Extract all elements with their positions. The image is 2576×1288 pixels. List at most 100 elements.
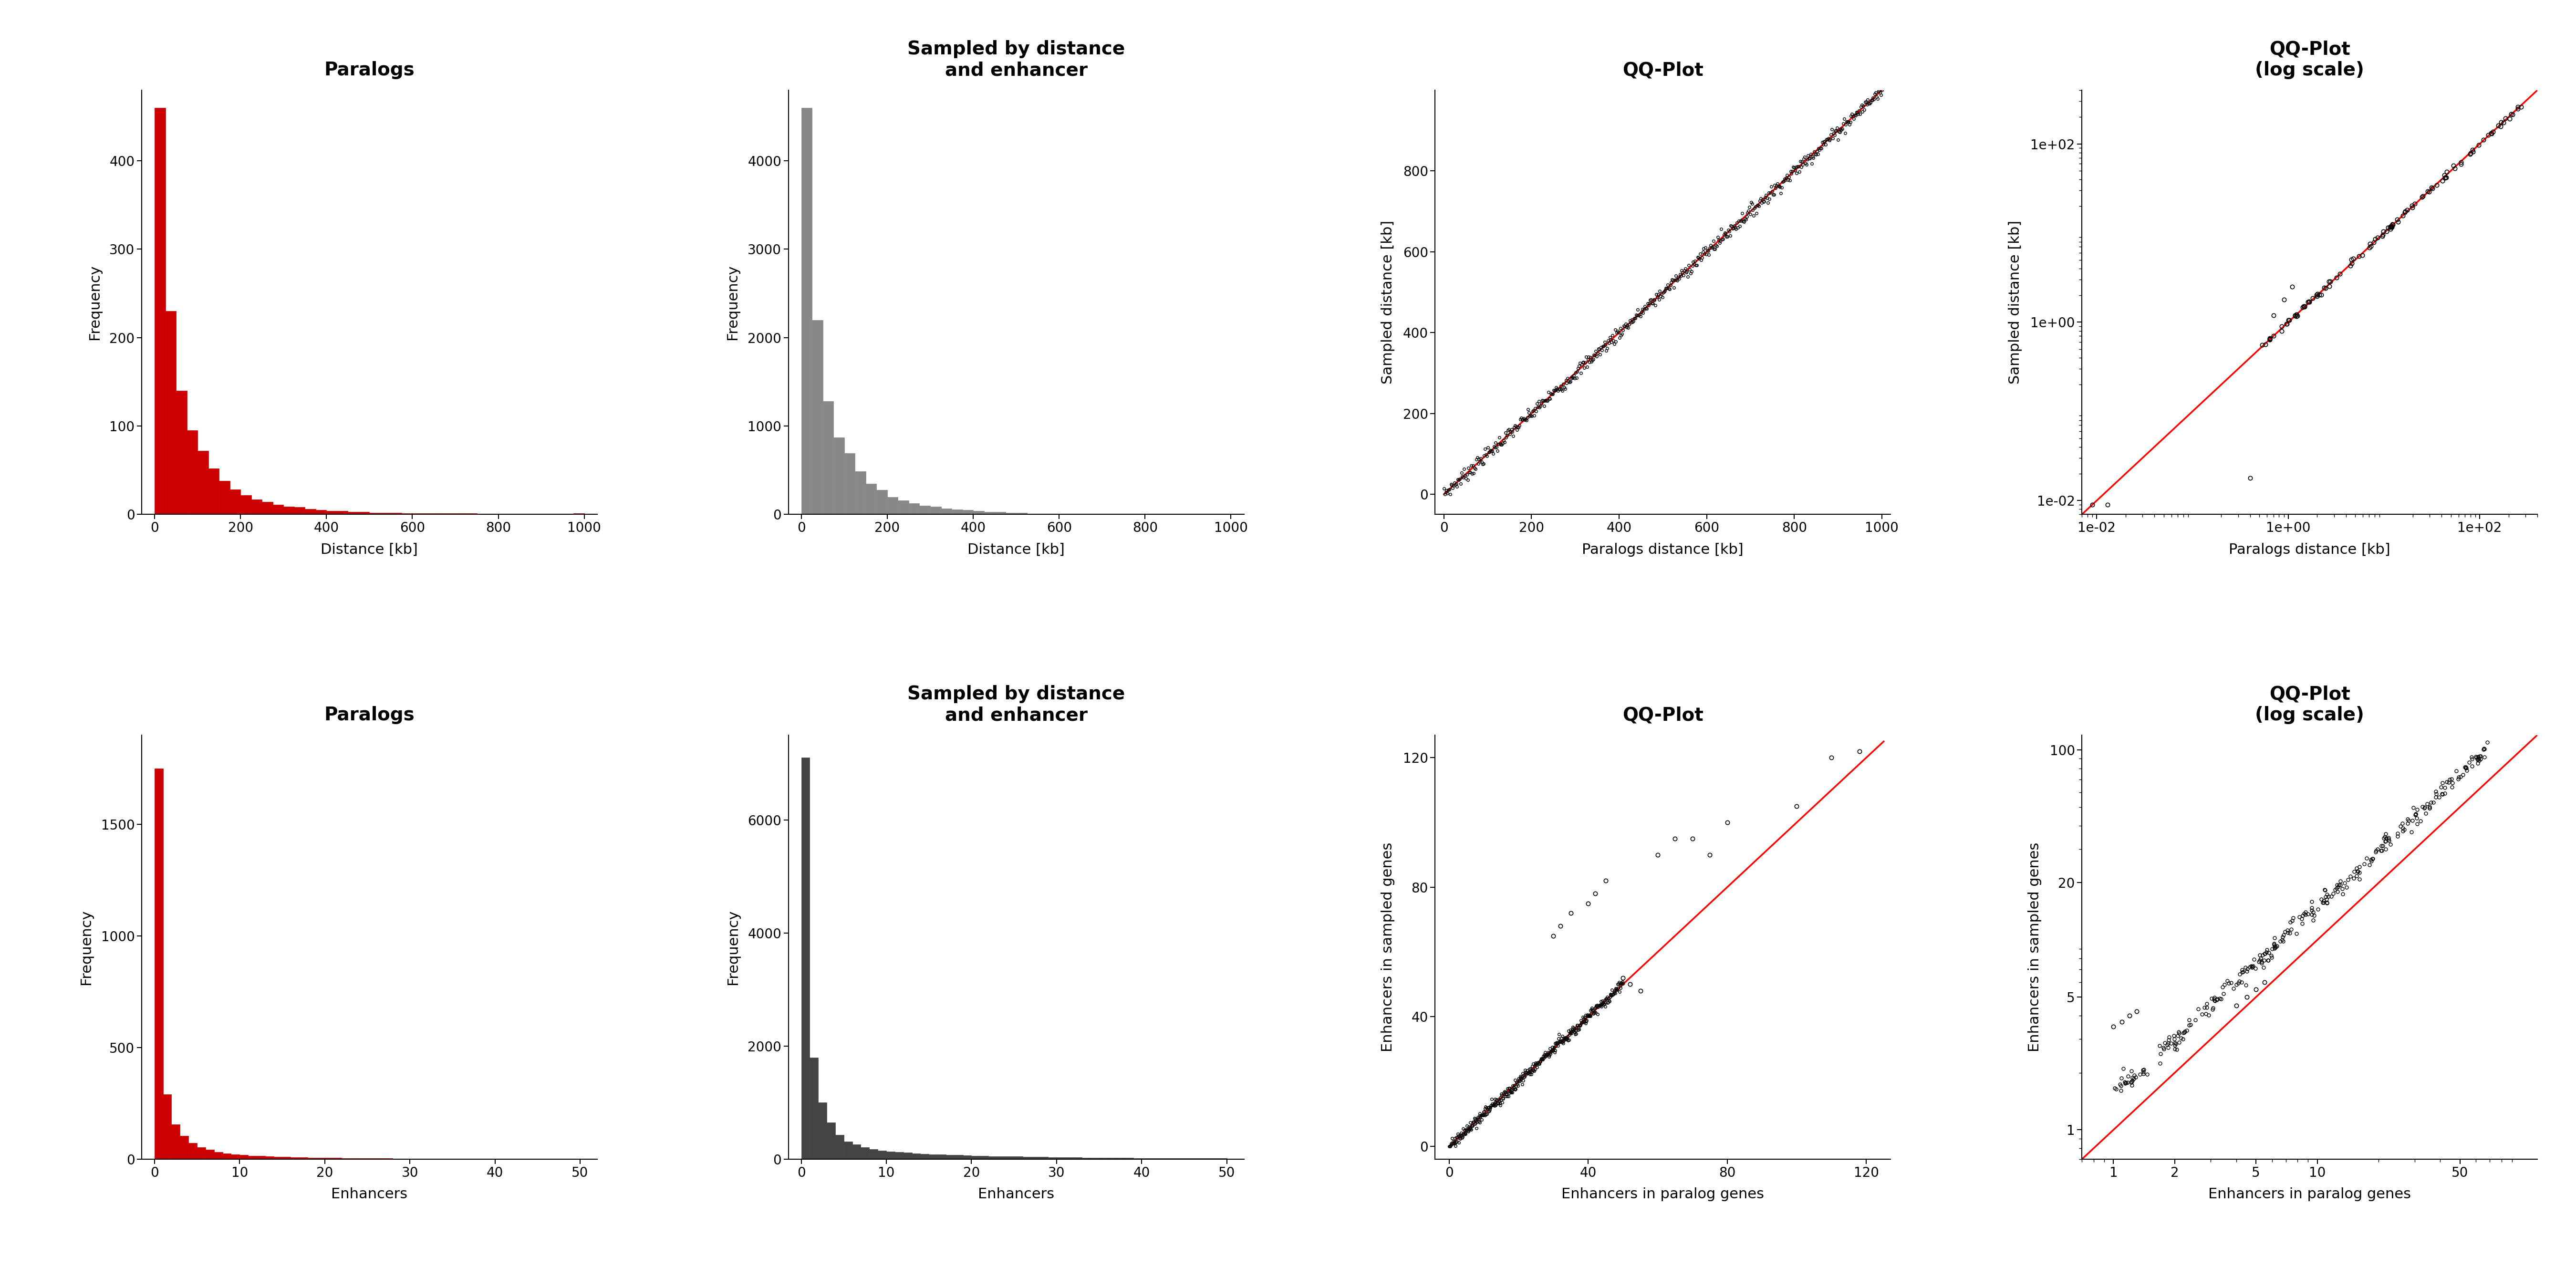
Bar [229, 489, 240, 514]
Bar [920, 506, 930, 514]
Bar [860, 1148, 868, 1159]
Bar [180, 1136, 188, 1159]
Bar [368, 513, 381, 514]
Bar [894, 1153, 904, 1159]
Bar [920, 1154, 930, 1159]
Bar [868, 1149, 878, 1159]
Bar [1056, 1157, 1064, 1159]
Bar [886, 1151, 894, 1159]
Bar [332, 1158, 343, 1159]
Bar [252, 500, 263, 514]
Bar [317, 1158, 325, 1159]
Bar [247, 1155, 258, 1159]
Bar [273, 1157, 283, 1159]
Bar [1015, 513, 1028, 514]
X-axis label: Paralogs distance [kb]: Paralogs distance [kb] [1582, 542, 1744, 556]
X-axis label: Paralogs distance [kb]: Paralogs distance [kb] [2228, 542, 2391, 556]
Bar [945, 1155, 956, 1159]
Bar [845, 453, 855, 514]
Bar [979, 1155, 989, 1159]
Title: QQ-Plot: QQ-Plot [1623, 706, 1703, 724]
Bar [348, 511, 358, 514]
Bar [240, 495, 252, 514]
Y-axis label: Frequency: Frequency [88, 265, 100, 340]
Bar [912, 1153, 920, 1159]
Bar [835, 1135, 845, 1159]
Bar [853, 1145, 860, 1159]
Bar [845, 1141, 853, 1159]
Bar [165, 312, 175, 514]
Bar [827, 1122, 835, 1159]
Bar [392, 513, 402, 514]
Bar [1108, 1158, 1115, 1159]
Bar [273, 505, 283, 514]
Y-axis label: Sampled distance [kb]: Sampled distance [kb] [1381, 220, 1396, 384]
Bar [811, 319, 822, 514]
Bar [866, 484, 876, 514]
Bar [951, 509, 963, 514]
X-axis label: Distance [kb]: Distance [kb] [322, 542, 417, 556]
Bar [963, 1155, 971, 1159]
Bar [909, 504, 920, 514]
Bar [971, 1155, 979, 1159]
Bar [206, 1150, 214, 1159]
Bar [1041, 1157, 1048, 1159]
Bar [240, 1155, 247, 1159]
X-axis label: Enhancers: Enhancers [332, 1188, 407, 1202]
Bar [1064, 1158, 1074, 1159]
X-axis label: Distance [kb]: Distance [kb] [969, 542, 1064, 556]
Bar [155, 108, 165, 514]
Bar [1048, 1157, 1056, 1159]
Bar [878, 1150, 886, 1159]
Bar [1090, 1158, 1100, 1159]
Bar [219, 480, 229, 514]
Bar [994, 511, 1005, 514]
Bar [904, 1153, 912, 1159]
Bar [291, 1157, 299, 1159]
Bar [1074, 1158, 1082, 1159]
Bar [381, 513, 392, 514]
Title: Sampled by distance
and enhancer: Sampled by distance and enhancer [907, 685, 1126, 724]
Bar [1100, 1158, 1108, 1159]
Bar [956, 1155, 963, 1159]
Bar [989, 1157, 997, 1159]
Title: QQ-Plot: QQ-Plot [1623, 62, 1703, 80]
Title: QQ-Plot
(log scale): QQ-Plot (log scale) [2254, 685, 2365, 724]
Bar [1005, 513, 1015, 514]
Bar [801, 108, 811, 514]
Bar [835, 438, 845, 514]
Bar [263, 502, 273, 514]
Bar [209, 469, 219, 514]
Y-axis label: Frequency: Frequency [726, 265, 739, 340]
Bar [963, 510, 974, 514]
Bar [822, 402, 835, 514]
Bar [325, 1158, 332, 1159]
Bar [175, 390, 188, 514]
Bar [162, 1095, 173, 1159]
Bar [198, 451, 209, 514]
Bar [294, 507, 304, 514]
Title: Sampled by distance
and enhancer: Sampled by distance and enhancer [907, 40, 1126, 80]
Bar [1115, 1158, 1126, 1159]
Title: Paralogs: Paralogs [325, 62, 415, 80]
Y-axis label: Frequency: Frequency [726, 909, 739, 984]
Bar [299, 1158, 307, 1159]
Bar [1005, 1157, 1015, 1159]
Bar [173, 1124, 180, 1159]
Bar [940, 509, 951, 514]
Bar [283, 506, 294, 514]
Bar [327, 511, 337, 514]
Bar [1082, 1158, 1090, 1159]
Bar [1023, 1157, 1030, 1159]
X-axis label: Enhancers in paralog genes: Enhancers in paralog genes [1561, 1188, 1765, 1202]
X-axis label: Enhancers in paralog genes: Enhancers in paralog genes [2208, 1188, 2411, 1202]
Bar [196, 1148, 206, 1159]
Bar [876, 489, 886, 514]
Bar [358, 511, 368, 514]
Bar [930, 1154, 938, 1159]
Y-axis label: Enhancers in sampled genes: Enhancers in sampled genes [2027, 842, 2043, 1052]
Y-axis label: Frequency: Frequency [80, 909, 93, 984]
Y-axis label: Sampled distance [kb]: Sampled distance [kb] [2009, 220, 2022, 384]
Bar [232, 1154, 240, 1159]
Title: Paralogs: Paralogs [325, 706, 415, 724]
